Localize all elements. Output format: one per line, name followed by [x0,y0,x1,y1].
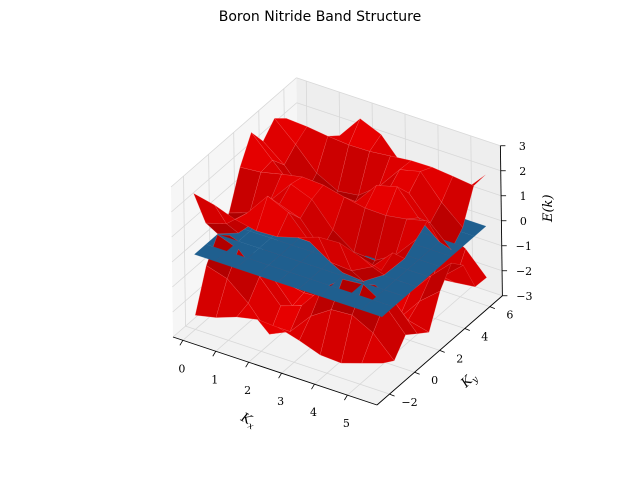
y-tick-mark [414,371,420,375]
x-tick-mark [311,383,315,390]
axis-lines [172,145,508,406]
x-axis-label-sub: x [246,421,255,432]
y-tick-label: −2 [401,396,417,409]
y-tick-mark [439,350,445,353]
z-tick-label: 0 [520,215,527,228]
z-tick-label: −2 [516,265,532,278]
y-tick-mark [389,393,395,397]
z-tick-label: 1 [520,190,527,203]
z-tick-label: 2 [519,165,526,178]
x-tick-mark [179,340,184,346]
surface-face-lower [361,332,395,364]
x-tick-label: 3 [277,395,284,408]
x-axis-line [172,336,378,406]
x-tick-label: 4 [310,406,317,419]
x-tick-mark [344,394,348,401]
x-tick-label: 2 [244,384,251,397]
y-axis-label-sub: y [469,374,481,386]
surface-face-flat [360,299,394,318]
z-tick-label: −1 [516,240,532,253]
band-surfaces [193,118,487,364]
grid-z-back [296,77,501,147]
z-tick-label: 3 [519,140,526,153]
y-tick-label: 4 [481,331,488,344]
x-tick-label: 1 [211,373,218,386]
chart-title: Boron Nitride Band Structure [219,9,421,25]
x-tick-mark [278,372,282,379]
grid-z-left [170,77,297,188]
x-tick-label: 0 [178,362,185,375]
y-tick-mark [464,328,470,331]
y-axis-label: Ky [458,369,482,393]
x-axis-label: Kx [236,410,258,432]
grid-z-back [296,102,501,172]
y-tick-label: 6 [506,309,513,322]
grid-y-floor [185,325,390,395]
x-tick-mark [245,362,250,368]
y-tick-label: 2 [456,352,463,365]
y-tick-label: 0 [431,374,438,387]
z-axis-label: E(k) [541,194,556,223]
x-tick-label: 5 [343,417,350,430]
x-tick-mark [212,351,217,357]
y-tick-mark [489,306,496,310]
surface-face-upper [360,252,393,271]
tick-labels: 0 1 2 3 4 5 −2 0 2 4 6 3 2 1 0 −1 −2 −3 [178,140,532,430]
z-tick-label: −3 [516,290,532,303]
